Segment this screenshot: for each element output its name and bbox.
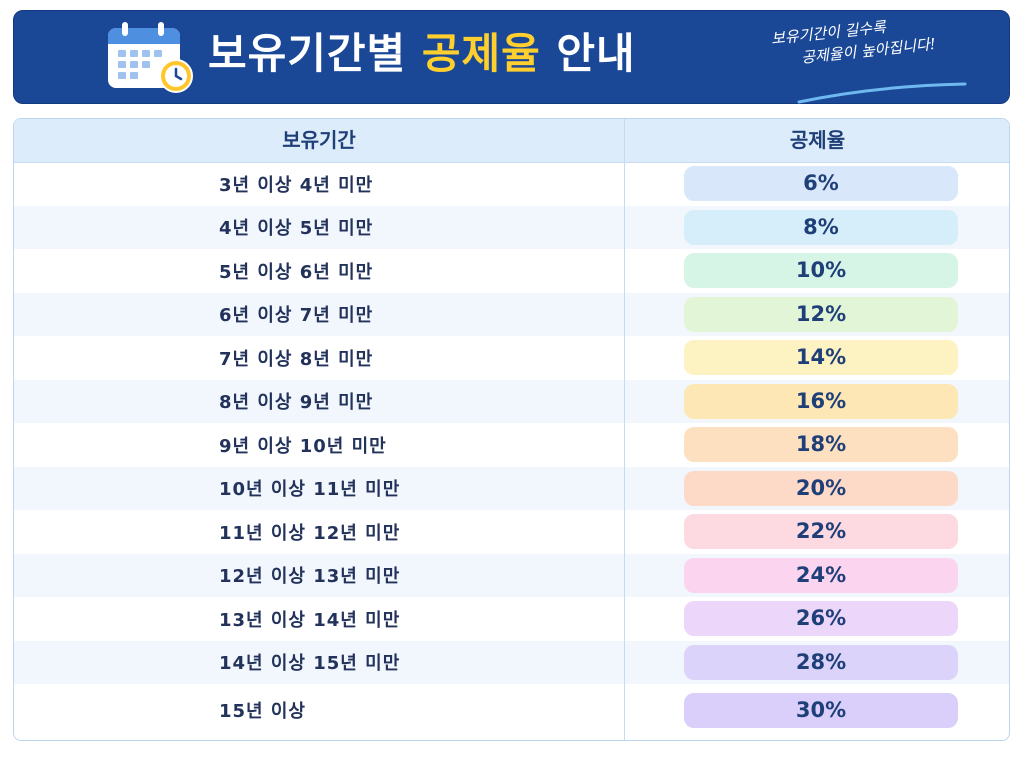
holding-period-cell: 15년 이상 [219, 701, 306, 722]
holding-period-cell: 13년 이상 14년 미만 [219, 609, 401, 631]
table-row: 4년 이상 5년 미만 8% [14, 205, 1009, 249]
column-header-period: 보유기간 [282, 128, 356, 152]
holding-period-cell: 14년 이상 15년 미만 [219, 653, 401, 675]
deduction-rate-badge: 8% [684, 209, 958, 245]
deduction-rate-badge: 20% [684, 470, 958, 506]
deduction-rate-table: 보유기간 공제율 3년 이상 4년 미만 6% 4년 이상 5년 미만 8% 5년 이상… [13, 118, 1010, 741]
swoosh-underline [797, 82, 967, 104]
table-row: 7년 이상 8년 미만 14% [14, 336, 1009, 380]
holding-period-cell: 7년 이상 8년 미만 [219, 348, 374, 370]
holding-period-cell: 5년 이상 6년 미만 [219, 261, 374, 283]
deduction-rate-badge: 18% [684, 427, 958, 463]
table-body: 3년 이상 4년 미만 6% 4년 이상 5년 미만 8% 5년 이상 6년 미만 10%… [14, 162, 1009, 736]
holding-period-cell: 8년 이상 9년 미만 [219, 392, 374, 414]
holding-period-cell: 9년 이상 10년 미만 [219, 435, 387, 457]
table-header: 보유기간 공제율 [14, 119, 1009, 163]
calendar-clock-icon [108, 22, 193, 93]
holding-period-cell: 3년 이상 4년 미만 [219, 174, 374, 196]
deduction-rate-badge: 12% [684, 296, 958, 332]
deduction-rate-badge: 28% [684, 644, 958, 680]
column-divider [624, 119, 625, 740]
column-header-rate: 공제율 [789, 128, 846, 152]
holding-period-cell: 6년 이상 7년 미만 [219, 305, 374, 327]
deduction-rate-badge: 14% [684, 340, 958, 376]
table-row: 10년 이상 11년 미만 20% [14, 466, 1009, 510]
table-row: 11년 이상 12년 미만 22% [14, 510, 1009, 554]
table-row: 12년 이상 13년 미만 24% [14, 553, 1009, 597]
holding-period-cell: 10년 이상 11년 미만 [219, 479, 401, 501]
title-highlight: 공제율 [421, 29, 541, 78]
table-row: 15년 이상 30% [14, 684, 1009, 736]
table-row: 3년 이상 4년 미만 6% [14, 162, 1009, 206]
deduction-rate-badge: 26% [684, 601, 958, 637]
deduction-rate-badge: 6% [684, 166, 958, 202]
holding-period-cell: 4년 이상 5년 미만 [219, 218, 374, 240]
table-row: 8년 이상 9년 미만 16% [14, 379, 1009, 423]
holding-period-cell: 11년 이상 12년 미만 [219, 522, 401, 544]
deduction-rate-badge: 30% [684, 692, 958, 728]
deduction-rate-badge: 22% [684, 514, 958, 550]
table-row: 9년 이상 10년 미만 18% [14, 423, 1009, 467]
page-title: 보유기간별 공제율 안내 [208, 26, 636, 82]
deduction-rate-badge: 10% [684, 253, 958, 289]
deduction-rate-badge: 24% [684, 557, 958, 593]
title-end: 안내 [556, 29, 636, 78]
table-row: 6년 이상 7년 미만 12% [14, 292, 1009, 336]
table-row: 14년 이상 15년 미만 28% [14, 640, 1009, 684]
table-row: 13년 이상 14년 미만 26% [14, 597, 1009, 641]
deduction-rate-badge: 16% [684, 383, 958, 419]
table-row: 5년 이상 6년 미만 10% [14, 249, 1009, 293]
holding-period-cell: 12년 이상 13년 미만 [219, 566, 401, 588]
title-main: 보유기간별 [208, 29, 407, 78]
